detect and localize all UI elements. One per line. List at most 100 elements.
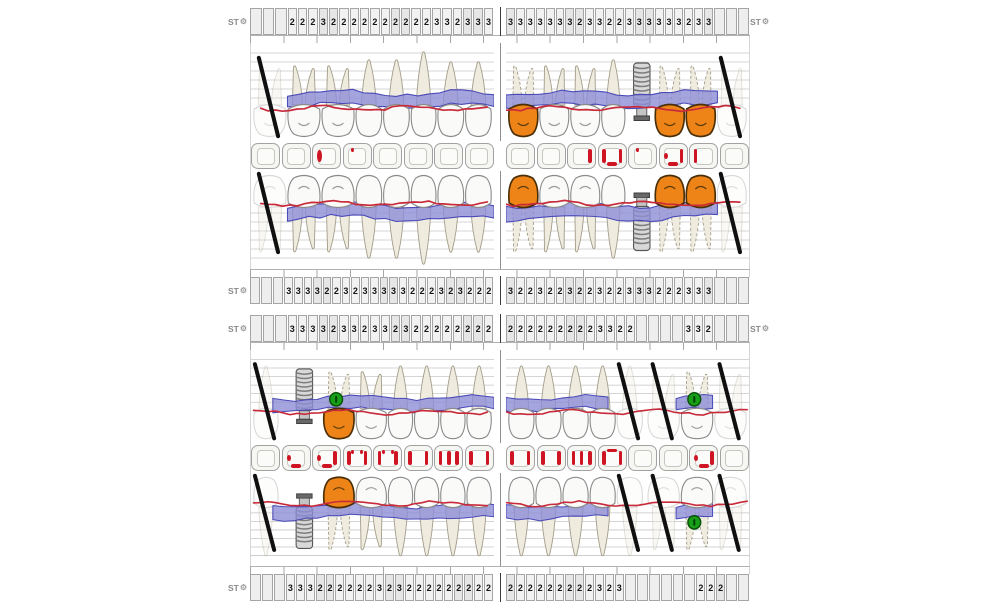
- occlusal-tooth[interactable]: [567, 143, 597, 169]
- treatment-marker[interactable]: [687, 391, 702, 407]
- pd-value-cell[interactable]: 2: [696, 574, 706, 601]
- occlusal-tooth[interactable]: [505, 143, 535, 169]
- pd-value-cell[interactable]: [273, 574, 285, 601]
- pd-value-cell[interactable]: 3: [284, 277, 293, 304]
- pd-value-cell[interactable]: 2: [474, 574, 484, 601]
- tooth-roots[interactable]: [574, 206, 597, 253]
- pd-value-cell[interactable]: 3: [380, 315, 390, 342]
- tooth-roots[interactable]: [470, 206, 487, 253]
- pd-value-cell[interactable]: 3: [339, 315, 349, 342]
- pd-value-cell[interactable]: 3: [360, 277, 370, 304]
- pd-value-cell[interactable]: 2: [565, 315, 575, 342]
- occlusal-tooth[interactable]: [689, 143, 719, 169]
- tooth-crown[interactable]: [465, 174, 492, 209]
- pd-value-cell[interactable]: 3: [506, 8, 515, 35]
- pd-value-cell[interactable]: 2: [535, 574, 545, 601]
- pd-value-cell[interactable]: 2: [351, 277, 360, 304]
- pd-value-cell[interactable]: [737, 315, 749, 342]
- tooth-crown[interactable]: [355, 476, 387, 509]
- occlusal-tooth[interactable]: [464, 445, 494, 471]
- pd-value-cell[interactable]: 3: [318, 315, 328, 342]
- pd-value-cell[interactable]: [647, 315, 659, 342]
- pd-value-cell[interactable]: 2: [325, 574, 335, 601]
- pd-value-cell[interactable]: 2: [615, 315, 625, 342]
- treatment-marker[interactable]: [687, 514, 702, 530]
- pd-value-cell[interactable]: 3: [634, 277, 644, 304]
- pd-value-cell[interactable]: 2: [604, 574, 614, 601]
- pd-value-cell[interactable]: 2: [404, 574, 414, 601]
- pd-value-cell[interactable]: 3: [308, 315, 318, 342]
- pd-value-cell[interactable]: 2: [411, 315, 421, 342]
- st-button[interactable]: ST ⚙: [228, 574, 250, 601]
- pd-value-cell[interactable]: 3: [442, 8, 452, 35]
- pd-value-cell[interactable]: 3: [287, 315, 297, 342]
- pd-value-cell[interactable]: 2: [585, 574, 595, 601]
- pd-value-cell[interactable]: 3: [644, 8, 654, 35]
- pd-value-cell[interactable]: 2: [421, 315, 432, 342]
- tooth-crown[interactable]: [387, 476, 414, 509]
- st-button[interactable]: ST ⚙: [228, 8, 250, 35]
- crown-restoration[interactable]: [322, 476, 355, 509]
- tooth-roots[interactable]: [513, 365, 530, 410]
- pd-value-cell[interactable]: [250, 277, 261, 304]
- crown-restoration[interactable]: [322, 407, 355, 440]
- pd-value-cell[interactable]: 2: [684, 8, 694, 35]
- tooth-roots[interactable]: [415, 206, 432, 265]
- occlusal-tooth[interactable]: [281, 445, 311, 471]
- tooth-crown[interactable]: [570, 174, 601, 209]
- pd-value-cell[interactable]: 2: [605, 8, 614, 35]
- pd-value-cell[interactable]: 2: [525, 277, 535, 304]
- pd-value-cell[interactable]: 2: [359, 8, 370, 35]
- pd-value-cell[interactable]: 2: [475, 277, 484, 304]
- pd-value-cell[interactable]: [684, 574, 696, 601]
- pd-value-cell[interactable]: 2: [414, 574, 424, 601]
- st-button[interactable]: ST ⚙: [750, 315, 772, 342]
- pd-value-cell[interactable]: 2: [716, 574, 726, 601]
- tooth-crown[interactable]: [562, 407, 589, 440]
- tooth-crown[interactable]: [437, 174, 465, 209]
- tooth-roots[interactable]: [594, 506, 611, 557]
- pd-value-cell[interactable]: 2: [297, 8, 308, 35]
- pd-value-cell[interactable]: 2: [322, 277, 332, 304]
- tooth-crown[interactable]: [437, 103, 465, 138]
- pd-value-cell[interactable]: 2: [408, 277, 417, 304]
- pd-value-cell[interactable]: 3: [398, 277, 408, 304]
- pd-value-cell[interactable]: 2: [473, 315, 483, 342]
- occlusal-tooth[interactable]: [536, 143, 566, 169]
- pd-value-cell[interactable]: [250, 8, 262, 35]
- pd-value-cell[interactable]: 3: [565, 8, 575, 35]
- pd-value-cell[interactable]: 2: [674, 277, 684, 304]
- pd-value-cell[interactable]: [714, 277, 726, 304]
- pd-value-cell[interactable]: 3: [595, 574, 604, 601]
- tooth-crown[interactable]: [413, 476, 440, 509]
- pd-value-cell[interactable]: [261, 277, 272, 304]
- pd-value-cell[interactable]: [738, 8, 749, 35]
- tooth-crown[interactable]: [539, 103, 570, 138]
- pd-value-cell[interactable]: [671, 315, 683, 342]
- pd-value-cell[interactable]: [636, 574, 648, 601]
- tooth-crown[interactable]: [383, 174, 410, 209]
- pd-value-cell[interactable]: 3: [295, 574, 305, 601]
- occlusal-tooth[interactable]: [312, 445, 342, 471]
- pd-value-cell[interactable]: 2: [335, 574, 345, 601]
- occlusal-tooth[interactable]: [251, 143, 280, 169]
- pd-value-cell[interactable]: 2: [565, 574, 575, 601]
- pd-value-cell[interactable]: 2: [484, 277, 494, 304]
- pd-value-cell[interactable]: 3: [525, 8, 535, 35]
- tooth-crown[interactable]: [466, 476, 492, 509]
- tooth-roots[interactable]: [567, 506, 584, 557]
- pd-value-cell[interactable]: 2: [664, 277, 674, 304]
- tooth-roots[interactable]: [415, 51, 432, 106]
- pd-value-cell[interactable]: 2: [483, 315, 494, 342]
- pd-value-cell[interactable]: [648, 574, 660, 601]
- pd-value-cell[interactable]: 3: [555, 8, 565, 35]
- tooth-crown[interactable]: [410, 103, 437, 138]
- pd-value-cell[interactable]: 3: [401, 315, 411, 342]
- st-button[interactable]: ST ⚙: [228, 315, 250, 342]
- pd-value-cell[interactable]: 3: [605, 315, 615, 342]
- crown-restoration[interactable]: [654, 103, 686, 138]
- pd-value-cell[interactable]: 2: [355, 574, 365, 601]
- pd-value-cell[interactable]: 3: [545, 8, 555, 35]
- occlusal-tooth[interactable]: [597, 143, 627, 169]
- pd-value-cell[interactable]: 2: [555, 315, 565, 342]
